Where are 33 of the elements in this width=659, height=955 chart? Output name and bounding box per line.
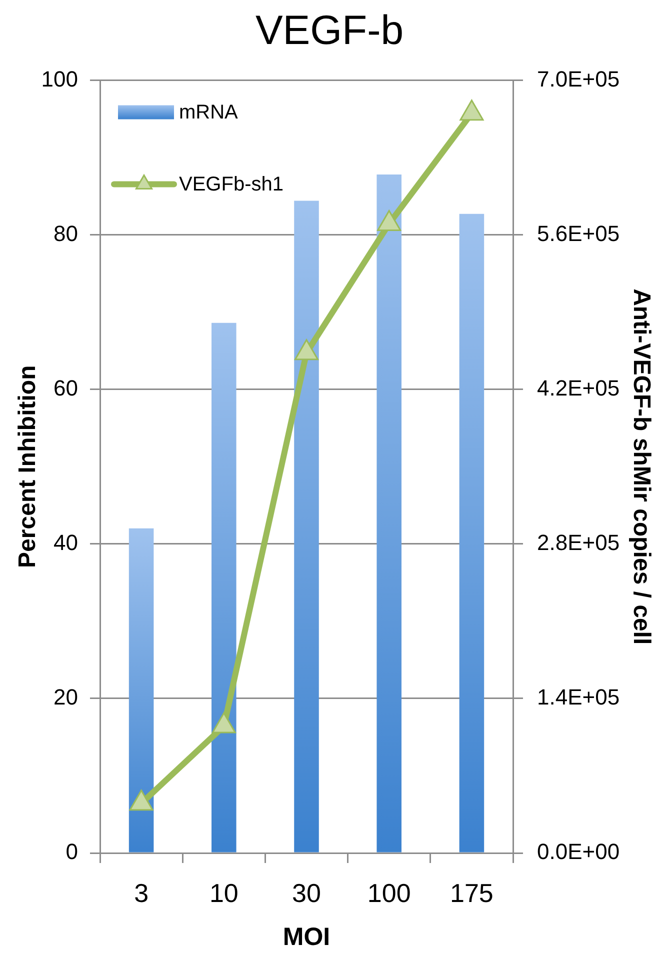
- x-tick-label: 175: [450, 878, 494, 908]
- y-tick-label: 100: [41, 66, 78, 92]
- y2-axis-title: Anti-VEGF-b shMir copies / cell: [628, 288, 655, 645]
- y2-tick-label: 5.6E+05: [537, 220, 620, 246]
- bar: [376, 174, 402, 852]
- y2-tick-label: 2.8E+05: [537, 530, 620, 555]
- x-axis-title: MOI: [282, 922, 330, 951]
- y2-tick-label: 1.4E+05: [537, 684, 620, 710]
- y-tick-label: 40: [54, 530, 78, 555]
- bar: [128, 528, 154, 852]
- x-tick-label: 3: [134, 878, 149, 908]
- bar: [294, 200, 319, 852]
- y-tick-label: 20: [54, 684, 78, 710]
- y2-tick-label: 0.0E+00: [537, 839, 620, 864]
- chart-title: VEGF-b: [255, 6, 404, 53]
- x-tick-label: 30: [292, 878, 321, 908]
- legend-label: mRNA: [179, 102, 239, 124]
- y-tick-label: 80: [54, 220, 78, 246]
- point: [377, 210, 402, 231]
- y2-tick-label: 7.0E+05: [537, 66, 620, 92]
- bar: [459, 214, 484, 852]
- point: [460, 100, 484, 121]
- point: [212, 712, 236, 734]
- y-axis-title: Percent Inhibition: [14, 365, 42, 568]
- y-tick-label: 60: [54, 375, 78, 400]
- point: [294, 339, 319, 360]
- point: [129, 790, 154, 811]
- x-tick-label: 100: [367, 878, 411, 908]
- y2-tick-label: 4.2E+05: [537, 375, 620, 400]
- bar: [212, 322, 236, 852]
- legend-label: VEGFb-sh1: [179, 174, 284, 196]
- y-tick-label: 0: [66, 839, 78, 864]
- x-tick-label: 10: [209, 878, 238, 908]
